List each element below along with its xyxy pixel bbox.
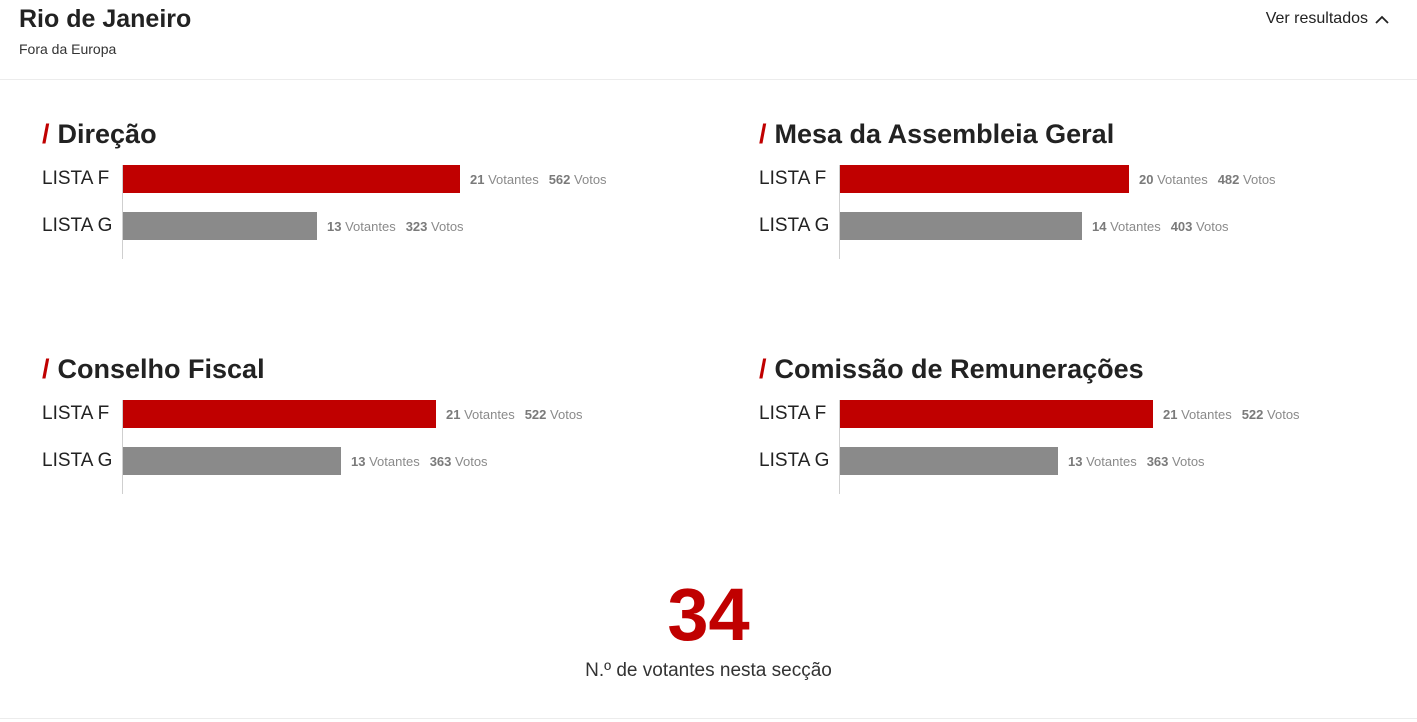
list-label: LISTA F xyxy=(42,403,110,424)
vote-stats: 21 Votantes 522 Votos xyxy=(446,407,583,422)
section-title: / Comissão de Remunerações xyxy=(759,353,1379,385)
votantes-count: 13 xyxy=(1068,454,1083,469)
result-row-lista-f: LISTA F 21 Votantes 562 Votos xyxy=(42,165,662,193)
section-title-text: Conselho Fiscal xyxy=(57,354,265,384)
vote-bar xyxy=(840,400,1153,428)
result-row-lista-f: LISTA F 20 Votantes 482 Votos xyxy=(759,165,1379,193)
results-header: Rio de Janeiro Fora da Europa Ver result… xyxy=(0,0,1417,80)
slash-mark: / xyxy=(759,354,767,384)
result-row-lista-g: LISTA G 13 Votantes 323 Votos xyxy=(42,212,662,240)
total-voters-label: N.º de votantes nesta secção xyxy=(585,660,832,681)
votantes-count: 13 xyxy=(351,454,366,469)
toggle-results-label: Ver resultados xyxy=(1265,10,1368,27)
votos-count: 522 xyxy=(524,407,547,422)
votos-unit: Votos xyxy=(1172,454,1205,469)
chart-axis xyxy=(122,400,123,494)
votos-unit: Votos xyxy=(1267,407,1300,422)
votantes-count: 21 xyxy=(1163,407,1178,422)
votos-unit: Votos xyxy=(455,454,488,469)
section-title: / Direção xyxy=(42,118,662,150)
votos-count: 403 xyxy=(1170,219,1193,234)
slash-mark: / xyxy=(759,119,767,149)
votantes-unit: Votantes xyxy=(1086,454,1137,469)
votos-count: 482 xyxy=(1217,172,1240,187)
votos-unit: Votos xyxy=(1243,172,1276,187)
chart-axis xyxy=(839,165,840,259)
list-label: LISTA F xyxy=(42,168,110,189)
votos-unit: Votos xyxy=(574,172,607,187)
vote-stats: 14 Votantes 403 Votos xyxy=(1092,219,1229,234)
list-label: LISTA G xyxy=(759,450,830,471)
results-chart: LISTA F 20 Votantes 482 Votos LISTA G 14 … xyxy=(759,165,1379,259)
vote-bar xyxy=(123,165,460,193)
section-conselho-fiscal: / Conselho Fiscal LISTA F 21 Votantes 522 … xyxy=(42,353,662,494)
chevron-up-icon xyxy=(1375,15,1389,24)
section-title: / Conselho Fiscal xyxy=(42,353,662,385)
votantes-count: 21 xyxy=(446,407,461,422)
section-direcao: / Direção LISTA F 21 Votantes 562 Votos LI… xyxy=(42,118,662,259)
vote-stats: 21 Votantes 562 Votos xyxy=(470,172,607,187)
votos-count: 323 xyxy=(405,219,428,234)
list-label: LISTA F xyxy=(759,403,827,424)
vote-stats: 20 Votantes 482 Votos xyxy=(1139,172,1276,187)
votos-count: 522 xyxy=(1241,407,1264,422)
vote-stats: 13 Votantes 363 Votos xyxy=(351,454,488,469)
vote-stats: 13 Votantes 363 Votos xyxy=(1068,454,1205,469)
toggle-results-button[interactable]: Ver resultados xyxy=(1266,9,1389,29)
votantes-unit: Votantes xyxy=(369,454,420,469)
result-row-lista-g: LISTA G 13 Votantes 363 Votos xyxy=(759,447,1379,475)
results-chart: LISTA F 21 Votantes 562 Votos LISTA G 13 … xyxy=(42,165,662,259)
list-label: LISTA G xyxy=(42,450,113,471)
votos-unit: Votos xyxy=(550,407,583,422)
votantes-unit: Votantes xyxy=(1181,407,1232,422)
total-voters: 34 N.º de votantes nesta secção xyxy=(0,572,1417,683)
votantes-unit: Votantes xyxy=(464,407,515,422)
total-voters-count: 34 xyxy=(667,573,750,656)
votantes-unit: Votantes xyxy=(1157,172,1208,187)
slash-mark: / xyxy=(42,119,50,149)
votantes-count: 21 xyxy=(470,172,485,187)
votantes-count: 13 xyxy=(327,219,342,234)
results-chart: LISTA F 21 Votantes 522 Votos LISTA G 13 … xyxy=(42,400,662,494)
list-label: LISTA F xyxy=(759,168,827,189)
section-comissao-remuneracoes: / Comissão de Remunerações LISTA F 21 Vot… xyxy=(759,353,1379,494)
location-subtitle: Fora da Europa xyxy=(19,41,117,57)
result-row-lista-f: LISTA F 21 Votantes 522 Votos xyxy=(42,400,662,428)
vote-bar xyxy=(840,212,1082,240)
location-title: Rio de Janeiro xyxy=(19,5,192,33)
slash-mark: / xyxy=(42,354,50,384)
section-title-text: Direção xyxy=(57,119,157,149)
result-row-lista-g: LISTA G 14 Votantes 403 Votos xyxy=(759,212,1379,240)
vote-bar xyxy=(123,400,436,428)
section-title-text: Mesa da Assembleia Geral xyxy=(774,119,1115,149)
votos-count: 363 xyxy=(1146,454,1169,469)
section-mesa-assembleia-geral: / Mesa da Assembleia Geral LISTA F 20 Vot… xyxy=(759,118,1379,259)
votos-unit: Votos xyxy=(1196,219,1229,234)
votos-unit: Votos xyxy=(431,219,464,234)
votos-count: 562 xyxy=(548,172,571,187)
vote-stats: 21 Votantes 522 Votos xyxy=(1163,407,1300,422)
votantes-unit: Votantes xyxy=(345,219,396,234)
list-label: LISTA G xyxy=(759,215,830,236)
chart-axis xyxy=(122,165,123,259)
vote-bar xyxy=(840,165,1129,193)
result-row-lista-f: LISTA F 21 Votantes 522 Votos xyxy=(759,400,1379,428)
chart-axis xyxy=(839,400,840,494)
vote-bar xyxy=(840,447,1058,475)
votantes-count: 20 xyxy=(1139,172,1154,187)
list-label: LISTA G xyxy=(42,215,113,236)
results-chart: LISTA F 21 Votantes 522 Votos LISTA G 13 … xyxy=(759,400,1379,494)
vote-bar xyxy=(123,212,317,240)
divider xyxy=(0,718,1417,719)
result-row-lista-g: LISTA G 13 Votantes 363 Votos xyxy=(42,447,662,475)
section-title: / Mesa da Assembleia Geral xyxy=(759,118,1379,150)
vote-stats: 13 Votantes 323 Votos xyxy=(327,219,464,234)
votantes-unit: Votantes xyxy=(1110,219,1161,234)
votantes-unit: Votantes xyxy=(488,172,539,187)
votantes-count: 14 xyxy=(1092,219,1107,234)
vote-bar xyxy=(123,447,341,475)
votos-count: 363 xyxy=(429,454,452,469)
section-title-text: Comissão de Remunerações xyxy=(774,354,1144,384)
